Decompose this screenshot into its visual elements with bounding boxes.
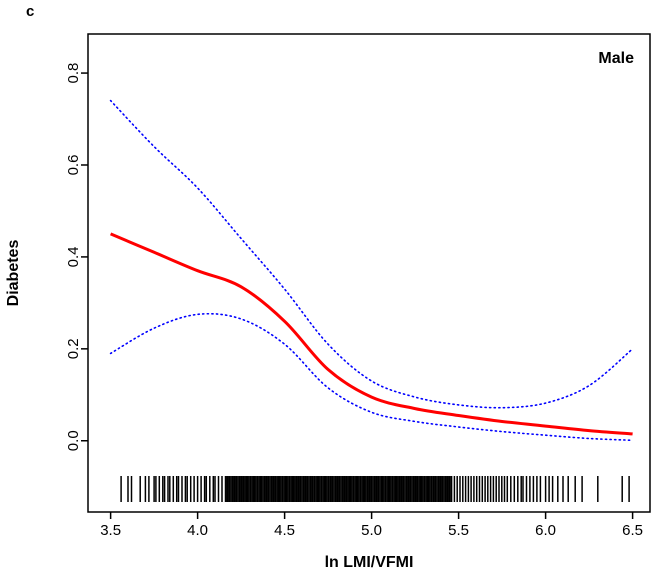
y-axis: 0.0 0.2 0.4 0.6 0.8 — [65, 63, 88, 451]
ci-lower-line — [109, 312, 634, 442]
x-tick-label: 3.5 — [100, 522, 121, 539]
x-tick-label: 5.0 — [361, 522, 382, 539]
x-tick-label: 6.0 — [535, 522, 556, 539]
y-tick-label: 0.2 — [65, 338, 82, 359]
y-tick-label: 0.0 — [65, 430, 82, 451]
rug — [120, 476, 630, 502]
x-tick-label: 5.5 — [448, 522, 469, 539]
x-tick-label: 4.0 — [187, 522, 208, 539]
x-axis: 3.5 4.0 4.5 5.0 5.5 6.0 6.5 — [100, 512, 643, 539]
series-lines — [109, 99, 634, 442]
y-tick-label: 0.4 — [65, 246, 82, 267]
fit-line — [110, 232, 633, 436]
y-tick-label: 0.8 — [65, 63, 82, 84]
x-tick-label: 6.5 — [622, 522, 643, 539]
x-tick-label: 4.5 — [274, 522, 295, 539]
panel-label: c — [26, 3, 34, 20]
group-label: Male — [598, 50, 634, 67]
y-tick-label: 0.6 — [65, 155, 82, 176]
y-axis-title: Diabetes — [5, 240, 22, 307]
x-axis-title: ln LMI/VFMI — [325, 554, 414, 571]
plot-box — [87, 33, 651, 513]
ci-upper-line — [109, 99, 634, 409]
